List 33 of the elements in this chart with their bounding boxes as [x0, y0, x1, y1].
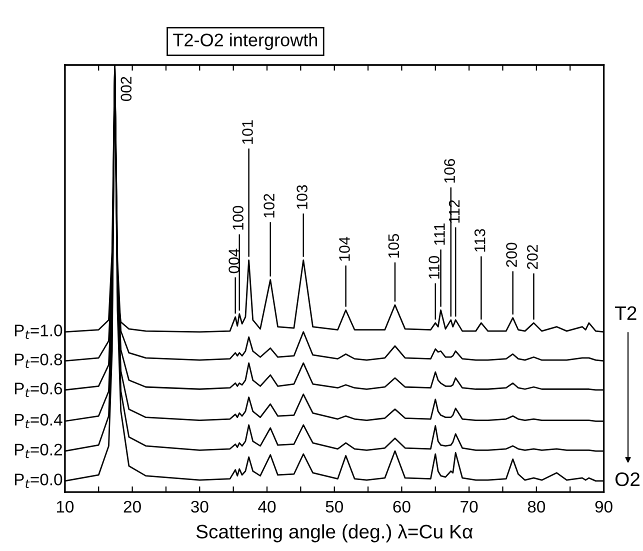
x-tick-label: 50 — [326, 500, 343, 513]
annotation: 106 — [444, 158, 455, 183]
x-tick-label: 10 — [56, 500, 74, 513]
x-tick-label: 20 — [124, 500, 141, 513]
x-tick-label: 40 — [258, 500, 276, 513]
x-tick-label: 70 — [460, 500, 478, 513]
series-label: P$_{t}$=0.6 — [14, 382, 62, 397]
annotation: 104 — [339, 236, 350, 261]
annotation: 111 — [434, 223, 445, 245]
text: O2 — [615, 472, 640, 486]
x-tick-label: 90 — [595, 500, 612, 513]
annotation: 202 — [527, 245, 538, 270]
x-tick-label: 80 — [528, 500, 546, 513]
text: T2 — [614, 306, 636, 320]
series-label: P$_{t}$=0.4 — [14, 414, 62, 428]
x-tick-label: 30 — [191, 500, 208, 513]
annotation: 113 — [474, 229, 486, 252]
annotation: 004 — [228, 248, 240, 274]
annotation: 102 — [264, 194, 274, 218]
annotation: 101 — [242, 120, 253, 144]
annotation: 103 — [296, 185, 308, 209]
x-axis-title: Scattering angle (deg.) λ=Cu Kα — [196, 524, 473, 542]
series-label: P$_{t}$=0.8 — [14, 354, 62, 368]
series-label: P$_{t}$=1.0 — [14, 324, 62, 339]
annotation: 110 — [428, 256, 440, 279]
chart-title: T2-O2 intergrowth — [173, 33, 318, 50]
annotation: 100 — [232, 206, 244, 230]
x-tick-label: 60 — [393, 500, 410, 513]
annotation: 002 — [120, 76, 132, 102]
annotation: 200 — [506, 242, 517, 267]
series-label: P$_{t}$=0.2 — [14, 444, 62, 458]
series-label: P$_{t}$=0.0 — [14, 474, 62, 488]
annotation: 105 — [388, 234, 400, 258]
